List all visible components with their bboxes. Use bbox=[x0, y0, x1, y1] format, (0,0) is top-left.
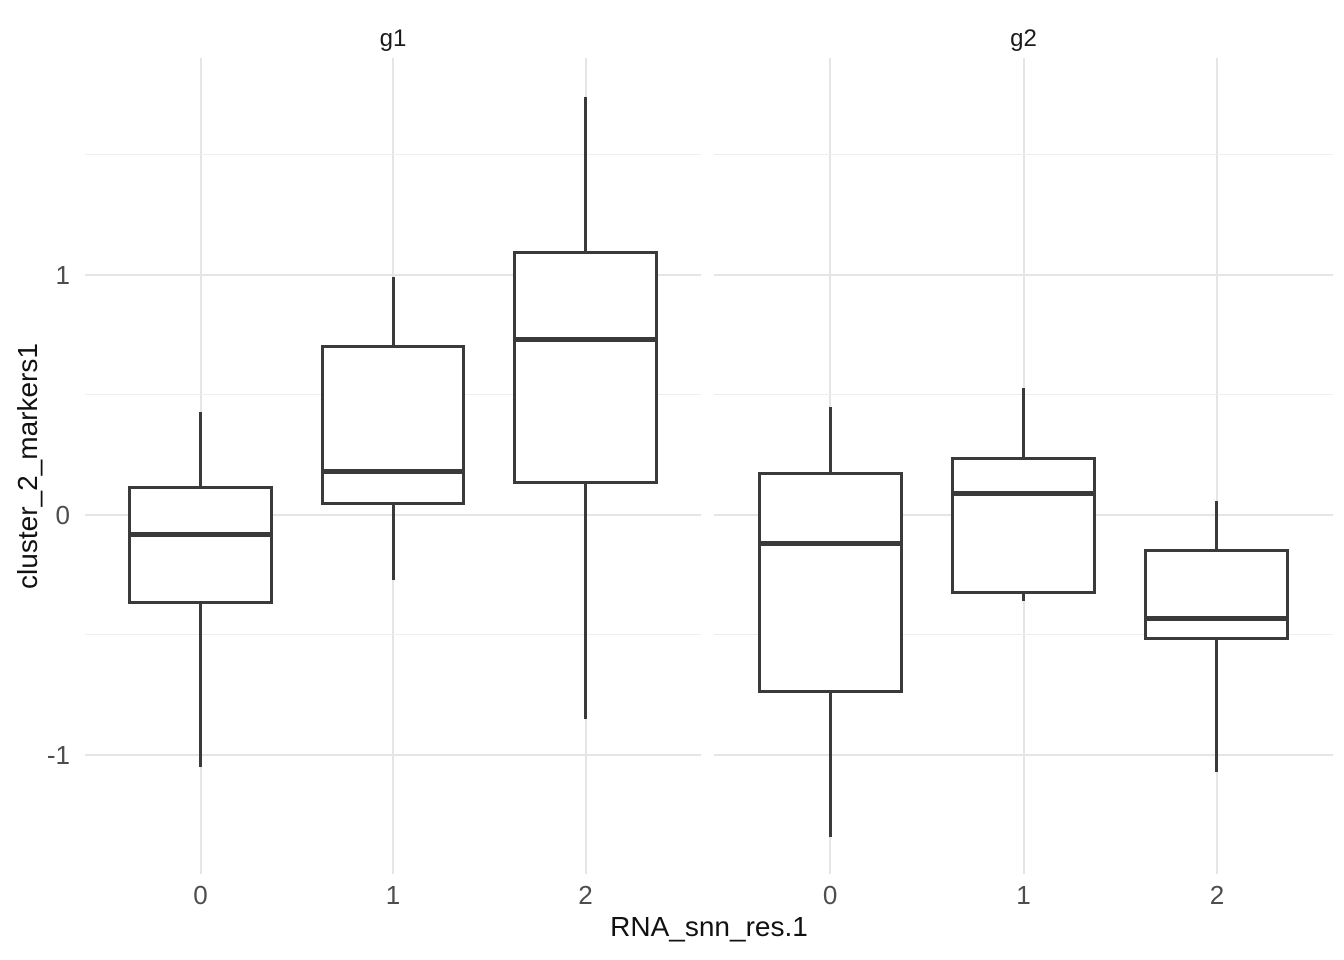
gridline-y-minor bbox=[85, 154, 701, 156]
y-tick-label: -1 bbox=[46, 739, 70, 770]
whisker-lower bbox=[199, 603, 202, 767]
whisker-upper bbox=[1215, 500, 1219, 549]
facet-strip-label-g2: g2 bbox=[1010, 25, 1037, 52]
whisker-lower bbox=[391, 505, 395, 580]
facet-strip-label-g1: g1 bbox=[379, 25, 407, 52]
y-tick-label: 0 bbox=[55, 499, 70, 530]
whisker-upper bbox=[391, 277, 395, 345]
whisker-lower bbox=[1215, 639, 1219, 772]
box-iqr bbox=[320, 344, 466, 506]
box-iqr bbox=[128, 486, 273, 604]
x-tick-label: 0 bbox=[822, 880, 838, 910]
x-tick-label: 2 bbox=[578, 880, 593, 910]
box-iqr bbox=[1144, 548, 1290, 640]
median-line bbox=[128, 531, 273, 537]
gridline-y-minor bbox=[714, 154, 1333, 156]
gridline-y-major bbox=[85, 273, 701, 276]
x-axis-title: RNA_snn_res.1 bbox=[610, 911, 808, 942]
whisker-lower bbox=[1022, 594, 1025, 602]
gridline-y-minor bbox=[85, 634, 701, 636]
gridline-y-minor bbox=[714, 634, 1333, 636]
whisker-lower bbox=[584, 483, 587, 719]
whisker-upper bbox=[828, 406, 832, 472]
x-tick-label: 2 bbox=[1209, 880, 1225, 910]
box-iqr bbox=[513, 250, 658, 484]
gridline-y-major bbox=[85, 753, 701, 756]
y-tick-label: 1 bbox=[55, 259, 70, 290]
whisker-upper bbox=[584, 97, 587, 251]
gridline-x-major bbox=[1215, 58, 1218, 874]
median-line bbox=[757, 541, 903, 547]
box-iqr bbox=[757, 471, 903, 693]
median-line bbox=[1144, 615, 1290, 621]
median-line bbox=[950, 490, 1097, 496]
gridline-y-major bbox=[714, 273, 1333, 276]
median-line bbox=[513, 337, 658, 343]
whisker-lower bbox=[828, 692, 832, 837]
x-tick-label: 0 bbox=[193, 880, 208, 910]
whisker-upper bbox=[1022, 387, 1025, 458]
box-iqr bbox=[950, 457, 1097, 595]
x-tick-label: 1 bbox=[385, 880, 401, 910]
x-tick-label: 1 bbox=[1016, 880, 1031, 910]
median-line bbox=[320, 469, 466, 475]
gridline-y-major bbox=[714, 753, 1333, 756]
whisker-upper bbox=[199, 411, 202, 487]
